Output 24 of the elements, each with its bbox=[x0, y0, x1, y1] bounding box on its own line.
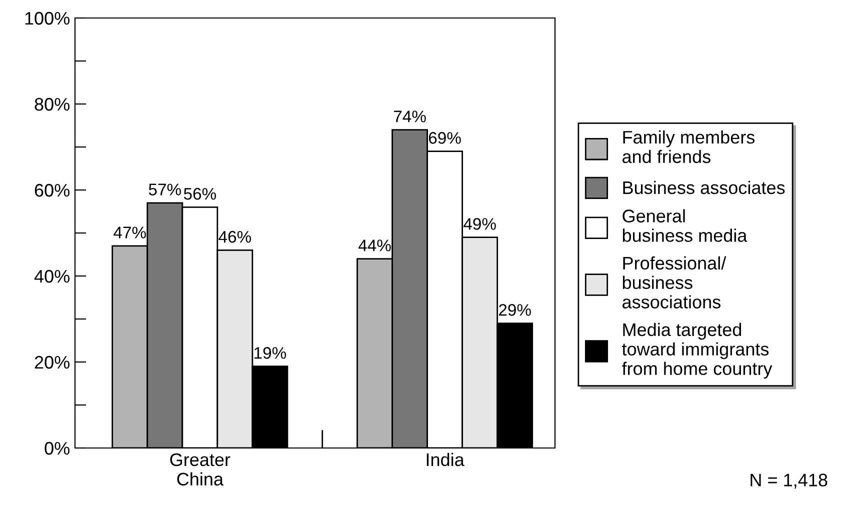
data-label: 57% bbox=[148, 184, 181, 196]
x-tick-label: Greater China bbox=[170, 453, 230, 486]
data-label: 44% bbox=[358, 240, 391, 252]
data-label: 49% bbox=[464, 218, 496, 230]
legend-label: Family members and friends bbox=[622, 130, 755, 164]
y-tick-label: 100% bbox=[25, 12, 70, 25]
legend-label: Professional/ business associations bbox=[622, 256, 726, 308]
legend-label: Media targeted toward immigrants from home country bbox=[622, 322, 772, 379]
y-tick-label: 40% bbox=[34, 270, 70, 283]
text: N = 1,418 bbox=[750, 474, 828, 489]
y-tick-label: 20% bbox=[34, 356, 70, 369]
y-tick-label: 0% bbox=[44, 442, 70, 455]
y-tick-label: 80% bbox=[34, 98, 70, 111]
legend-label: General business media bbox=[622, 209, 748, 242]
data-label: 46% bbox=[218, 230, 252, 243]
data-label: 69% bbox=[428, 132, 461, 144]
data-label: 56% bbox=[184, 188, 216, 200]
legend-label: Business associates bbox=[623, 180, 785, 194]
data-label: 29% bbox=[498, 304, 531, 316]
data-label: 19% bbox=[254, 347, 286, 359]
data-label: 74% bbox=[394, 110, 426, 122]
data-label: 47% bbox=[114, 226, 146, 238]
x-tick-label: India bbox=[426, 452, 464, 466]
y-tick-label: 60% bbox=[34, 184, 70, 197]
